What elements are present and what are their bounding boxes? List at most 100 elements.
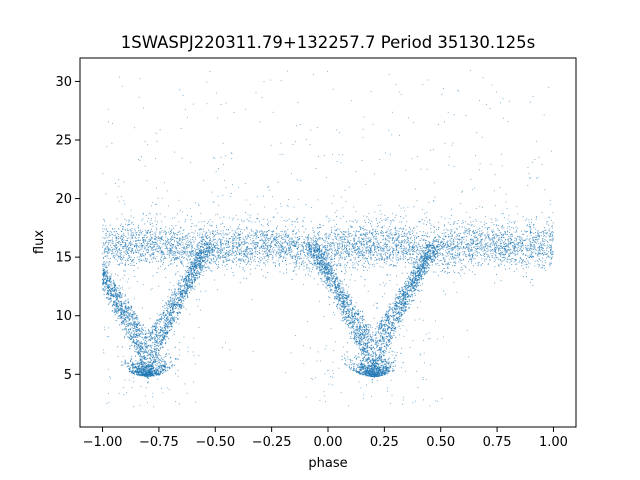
- data-point: [328, 234, 330, 236]
- data-point: [386, 234, 388, 236]
- data-point: [414, 245, 416, 247]
- data-point: [222, 232, 224, 234]
- data-point: [265, 240, 267, 242]
- data-point: [389, 237, 391, 239]
- data-point: [283, 231, 285, 233]
- data-point: [152, 225, 154, 227]
- data-point: [130, 262, 132, 264]
- data-point: [260, 245, 263, 247]
- data-point: [220, 251, 222, 253]
- data-point: [495, 217, 497, 219]
- data-point: [544, 239, 546, 241]
- data-point: [171, 251, 173, 253]
- data-point: [159, 246, 161, 248]
- data-point: [147, 249, 149, 251]
- data-point: [339, 236, 341, 238]
- data-point: [120, 259, 123, 261]
- data-point: [528, 257, 530, 259]
- data-point: [545, 236, 547, 238]
- data-point: [412, 245, 414, 247]
- data-point: [391, 253, 393, 255]
- data-point: [533, 247, 535, 249]
- data-point: [511, 227, 513, 229]
- data-point: [347, 232, 349, 234]
- data-point: [388, 233, 390, 235]
- data-point: [340, 265, 342, 267]
- data-point: [104, 251, 106, 253]
- data-point: [528, 239, 530, 241]
- data-point: [382, 251, 384, 253]
- data-point: [463, 238, 465, 241]
- data-point: [537, 233, 539, 235]
- data-point: [363, 239, 365, 241]
- data-point: [169, 230, 172, 232]
- data-point: [397, 236, 399, 238]
- data-point: [543, 236, 545, 238]
- data-point: [400, 248, 402, 250]
- data-point: [472, 265, 474, 267]
- data-point: [307, 254, 309, 256]
- data-point: [366, 236, 368, 238]
- data-point: [291, 279, 293, 281]
- data-point: [353, 230, 355, 233]
- data-point: [133, 261, 135, 263]
- data-point: [337, 244, 339, 246]
- data-point: [455, 238, 457, 240]
- data-point: [386, 256, 388, 258]
- data-point: [446, 241, 448, 243]
- data-point: [114, 273, 116, 275]
- data-point: [229, 249, 231, 251]
- data-point: [155, 227, 157, 229]
- data-point: [176, 240, 178, 242]
- data-point: [454, 254, 456, 256]
- data-point: [103, 250, 105, 253]
- data-point: [334, 254, 336, 256]
- data-point: [216, 242, 218, 244]
- data-point: [225, 233, 227, 235]
- data-point: [370, 246, 372, 248]
- data-point: [435, 264, 437, 266]
- data-point: [255, 238, 257, 240]
- data-point: [144, 236, 146, 238]
- data-point: [245, 264, 247, 266]
- data-point: [143, 239, 145, 241]
- data-point: [338, 233, 340, 235]
- data-point: [199, 228, 201, 230]
- data-point: [197, 247, 199, 249]
- data-point: [463, 246, 465, 249]
- data-point: [551, 239, 553, 241]
- data-point: [436, 256, 439, 258]
- data-point: [348, 245, 350, 247]
- data-point: [185, 247, 187, 249]
- data-point: [341, 242, 343, 245]
- data-point: [263, 255, 265, 257]
- data-point: [397, 237, 399, 239]
- data-point: [295, 233, 297, 235]
- data-point: [331, 238, 333, 240]
- data-point: [424, 252, 426, 254]
- data-point: [216, 289, 218, 291]
- data-point: [403, 240, 405, 242]
- data-point: [519, 248, 521, 250]
- data-point: [226, 244, 228, 246]
- data-point: [339, 264, 341, 266]
- data-point: [431, 264, 433, 266]
- data-point: [131, 250, 134, 252]
- data-point: [514, 222, 516, 224]
- data-point: [411, 248, 413, 250]
- data-point: [327, 258, 329, 260]
- data-point: [447, 248, 450, 250]
- data-point: [110, 239, 112, 242]
- data-point: [122, 248, 124, 250]
- data-point: [510, 248, 512, 250]
- data-point: [206, 266, 208, 268]
- data-point: [141, 253, 143, 255]
- data-point: [170, 237, 172, 239]
- data-point: [173, 251, 175, 253]
- data-point: [474, 249, 476, 251]
- data-point: [229, 226, 232, 228]
- data-point: [399, 258, 401, 260]
- data-point: [328, 252, 330, 255]
- data-point: [498, 229, 500, 232]
- data-point: [344, 234, 346, 236]
